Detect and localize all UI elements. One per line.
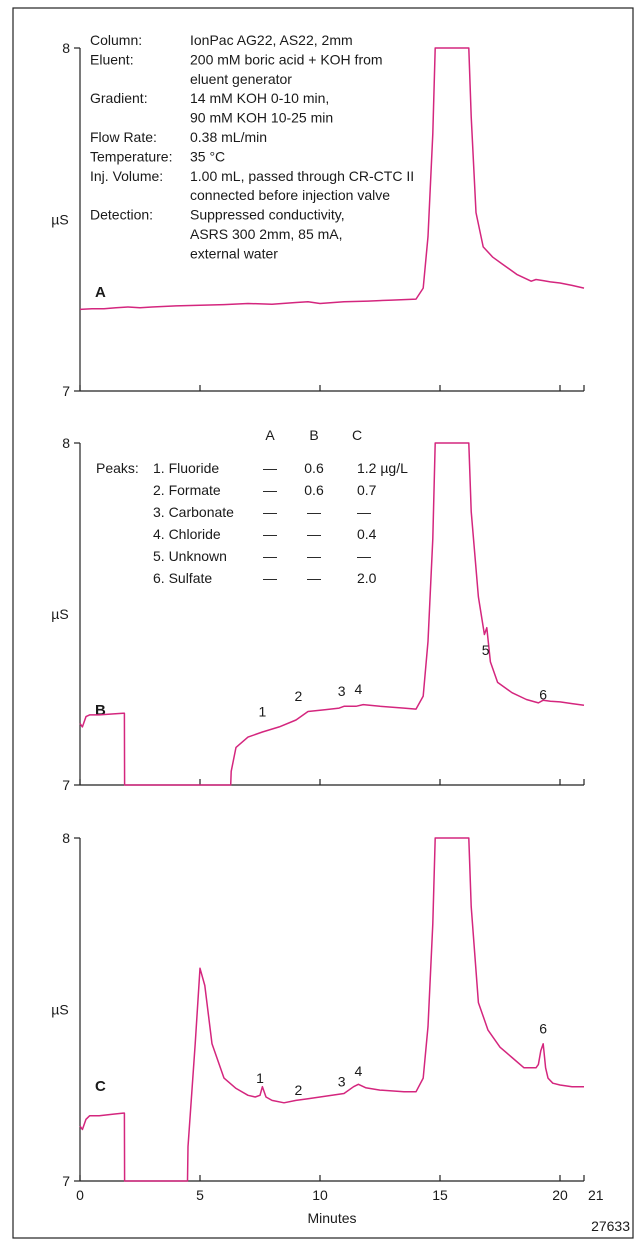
x-tick-label: 10 <box>312 1187 328 1203</box>
y-tick-label: 7 <box>62 1173 70 1189</box>
panel-label: B <box>95 702 106 719</box>
table-cell: — <box>263 548 277 564</box>
condition-value: 1.00 mL, passed through CR-CTC II <box>190 168 414 184</box>
table-analyte: 4. Chloride <box>153 526 221 542</box>
condition-value: eluent generator <box>190 71 292 87</box>
peak-label: 3 <box>338 1074 346 1090</box>
condition-value: IonPac AG22, AS22, 2mm <box>190 32 353 48</box>
table-analyte: 5. Unknown <box>153 548 227 564</box>
x-tick-label: 15 <box>432 1187 448 1203</box>
table-analyte: 1. Fluoride <box>153 460 219 476</box>
condition-value: connected before injection valve <box>190 187 390 203</box>
table-heading: Peaks: <box>96 460 139 476</box>
table-cell: — <box>357 504 371 520</box>
condition-value: 90 mM KOH 10-25 min <box>190 110 333 126</box>
table-analyte: 3. Carbonate <box>153 504 234 520</box>
table-cell: — <box>263 526 277 542</box>
y-tick-label: 8 <box>62 830 70 846</box>
condition-value: 200 mM boric acid + KOH from <box>190 51 383 67</box>
y-axis-label: µS <box>51 1002 68 1018</box>
condition-key: Eluent: <box>90 51 134 67</box>
peak-label: 3 <box>338 683 346 699</box>
table-cell: — <box>263 570 277 586</box>
table-cell: 0.4 <box>357 526 377 542</box>
table-cell: — <box>307 504 321 520</box>
x-tick-label: 5 <box>196 1187 204 1203</box>
y-tick-label: 7 <box>62 383 70 399</box>
condition-key: Flow Rate: <box>90 129 157 145</box>
table-cell: 1.2 µg/L <box>357 460 408 476</box>
table-cell: — <box>357 548 371 564</box>
x-tick-label: 0 <box>76 1187 84 1203</box>
peak-label: 2 <box>295 1082 303 1098</box>
condition-key: Inj. Volume: <box>90 168 163 184</box>
condition-value: 0.38 mL/min <box>190 129 267 145</box>
panel-label: C <box>95 1078 106 1095</box>
table-cell: — <box>263 482 277 498</box>
x-tick-label: 20 <box>552 1187 568 1203</box>
peak-label: 4 <box>355 1063 363 1079</box>
table-cell: — <box>307 548 321 564</box>
table-cell: 0.6 <box>304 460 324 476</box>
figure-id: 27633 <box>591 1218 630 1234</box>
figure-frame <box>12 7 634 1239</box>
condition-value: external water <box>190 245 278 261</box>
table-cell: 0.7 <box>357 482 377 498</box>
chromatogram-trace <box>79 837 584 1182</box>
condition-key: Temperature: <box>90 148 172 164</box>
y-tick-label: 7 <box>62 777 70 793</box>
condition-key: Column: <box>90 32 142 48</box>
peak-label: 6 <box>539 1020 547 1036</box>
peak-label: 2 <box>295 688 303 704</box>
peak-label: 1 <box>256 1070 264 1086</box>
table-column-header: A <box>265 427 275 443</box>
panel-label: A <box>95 284 106 301</box>
x-axis-label: Minutes <box>307 1210 356 1226</box>
peak-label: 1 <box>259 703 267 719</box>
peak-label: 4 <box>355 681 363 697</box>
condition-value: ASRS 300 2mm, 85 mA, <box>190 226 343 242</box>
condition-key: Gradient: <box>90 90 148 106</box>
y-axis-label: µS <box>51 212 68 228</box>
table-cell: 0.6 <box>304 482 324 498</box>
table-cell: 2.0 <box>357 570 377 586</box>
peak-label: 5 <box>482 642 490 658</box>
table-cell: — <box>307 570 321 586</box>
table-column-header: B <box>309 427 318 443</box>
table-column-header: C <box>352 427 362 443</box>
chromatogram-trace <box>79 442 585 786</box>
table-cell: — <box>307 526 321 542</box>
chromatogram-trace <box>79 47 585 311</box>
x-tick-label: 21 <box>588 1187 604 1203</box>
table-cell: — <box>263 460 277 476</box>
condition-value: 35 °C <box>190 148 225 164</box>
plots-group: 7 8 µS A Column: IonPac AG22, AS22, 2mm Eluent… <box>51 32 603 1226</box>
y-tick-label: 8 <box>62 435 70 451</box>
condition-key: Detection: <box>90 207 153 223</box>
peak-label: 6 <box>539 686 547 702</box>
condition-value: 14 mM KOH 0-10 min, <box>190 90 329 106</box>
table-cell: — <box>263 504 277 520</box>
y-tick-label: 8 <box>62 40 70 56</box>
condition-value: Suppressed conductivity, <box>190 207 345 223</box>
table-analyte: 2. Formate <box>153 482 221 498</box>
table-analyte: 6. Sulfate <box>153 570 212 586</box>
y-axis-label: µS <box>51 606 68 622</box>
